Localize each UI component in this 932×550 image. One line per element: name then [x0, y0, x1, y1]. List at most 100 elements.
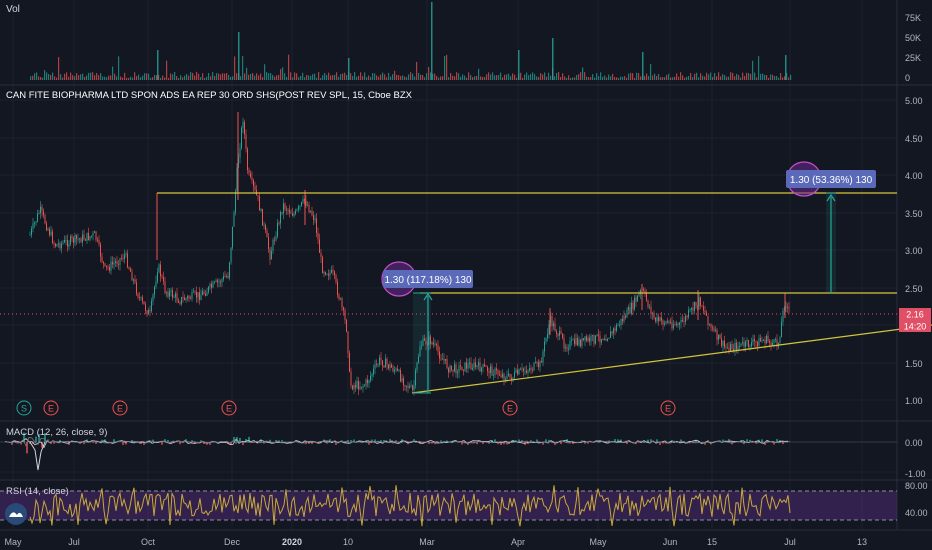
event-marker [112, 400, 128, 416]
candle-body [604, 339, 605, 340]
macd-histogram-bar [752, 442, 754, 443]
symbol-title[interactable]: CAN FITE BIOPHARMA LTD SPON ADS EA REP 3… [6, 90, 413, 101]
volume-bar [286, 77, 288, 80]
candle-body [119, 258, 121, 265]
candle-body [500, 375, 502, 378]
macd-histogram-bar [536, 439, 538, 442]
volume-bar [616, 77, 618, 80]
measure-box-1[interactable] [413, 293, 431, 393]
macd-label[interactable]: MACD (12, 26, close, 9) [6, 427, 107, 438]
candle-body [74, 235, 76, 243]
price-candles [29, 112, 790, 396]
candle-body [142, 297, 143, 302]
candle-body [193, 291, 194, 293]
volume-bar [750, 73, 752, 80]
volume-bar [108, 75, 110, 80]
macd-histogram-bar [122, 442, 124, 445]
candle-body [595, 335, 596, 344]
candle-body [295, 210, 296, 214]
macd-histogram-bar [200, 440, 202, 442]
candle-body [125, 253, 127, 255]
candle-body [689, 309, 691, 311]
macd-histogram-bar [458, 442, 460, 443]
volume-bar [38, 76, 40, 80]
volume-bar [50, 74, 52, 80]
macd-histogram-bar [500, 442, 502, 445]
drawings[interactable]: 1.30 (117.18%) 130 1.30 (53.36%) 130 [0, 161, 932, 394]
volume-bar [788, 77, 790, 80]
macd-histogram-bar [434, 442, 436, 445]
volume-bar [346, 75, 348, 80]
volume-bar [634, 77, 636, 80]
macd-histogram-bar [749, 439, 751, 442]
candle-body [182, 297, 184, 298]
volume-bar [224, 73, 226, 80]
volume-bar [162, 75, 164, 80]
volume-bar [230, 76, 232, 80]
volume-bar [394, 70, 396, 80]
candle-body [718, 334, 719, 340]
volume-bar [74, 76, 76, 80]
candle-body [215, 280, 217, 282]
volume-bar [710, 72, 712, 80]
candle-body [260, 208, 262, 211]
volume-bar [694, 73, 696, 80]
candle-body [745, 341, 746, 347]
macd-histogram-bar [305, 442, 307, 445]
candle-body [236, 167, 238, 192]
candle-body [508, 373, 509, 376]
candle-body [541, 361, 542, 363]
candle-body [754, 339, 755, 342]
candle-body [448, 368, 449, 373]
measure-label-2[interactable] [786, 170, 876, 188]
rsi-label[interactable]: RSI (14, close) [6, 486, 69, 497]
candle-body [431, 342, 433, 344]
macd-signal-line [4, 436, 789, 447]
volume-bar [116, 76, 118, 80]
candle-body [155, 281, 157, 287]
candle-body [98, 239, 100, 245]
candle-body [325, 272, 326, 275]
event-label: E [507, 404, 513, 414]
rsi-tick: 80.00 [905, 481, 928, 491]
macd-histogram-bar [368, 442, 370, 445]
volume-bar [416, 61, 418, 80]
candle-body [56, 244, 58, 247]
measure-label-1[interactable] [383, 270, 473, 288]
ascending-trendline[interactable] [411, 324, 932, 394]
volume-bar [170, 73, 172, 80]
volume-bar [540, 73, 542, 80]
volume-bar [448, 77, 450, 80]
volume-bar [190, 72, 192, 80]
macd-histogram-bar [59, 439, 61, 442]
tradingview-logo-icon[interactable] [5, 503, 27, 525]
candle-body [601, 339, 602, 343]
macd-histogram-bar [656, 439, 658, 442]
candle-body [149, 309, 151, 312]
volume-bar [646, 73, 648, 80]
candle-body [506, 375, 508, 379]
candle-body [161, 276, 163, 278]
volume-bar [526, 72, 528, 80]
time-axis[interactable]: May Jul Oct Dec 2020 10 Mar Apr May Jun … [4, 537, 867, 547]
candle-body [739, 346, 740, 347]
price-axis[interactable]: 75K 50K 25K 0 5.00 4.50 4.00 3.50 3.00 2… [899, 13, 931, 518]
volume-bar [218, 73, 220, 80]
candle-body [289, 209, 290, 213]
macd-histogram-bar [443, 440, 445, 442]
time-tick: Jun [663, 537, 678, 547]
volume-bar [112, 66, 114, 80]
candle-body [658, 316, 659, 321]
macd-histogram-bar [278, 440, 280, 442]
candle-body [85, 239, 86, 241]
candle-body [619, 324, 620, 326]
candle-body [287, 209, 289, 211]
macd-histogram-bar [23, 432, 25, 442]
volume-bar [470, 74, 472, 80]
candle-body [443, 358, 445, 361]
vol-label[interactable]: Vol [6, 4, 20, 15]
candle-body [311, 210, 313, 216]
volume-bar [590, 77, 592, 80]
